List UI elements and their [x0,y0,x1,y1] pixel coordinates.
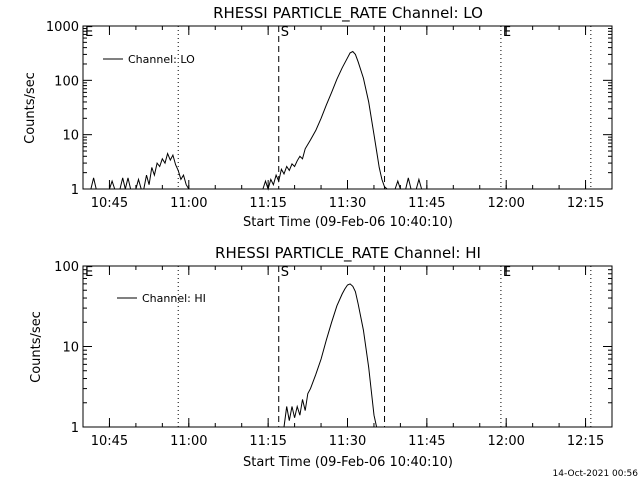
plot-frame-lo [82,25,613,190]
x-tick-label-hi: 12:00 [487,434,524,449]
y-tick-label-hi: 1 [71,421,79,436]
x-axis-label-hi: Start Time (09-Feb-06 10:40:10) [243,455,453,470]
event-marker-label-hi: S [281,265,289,280]
footer-timestamp: 14-Oct-2021 00:56 [553,469,639,479]
x-tick-label-lo: 10:45 [91,196,128,211]
series-line-hi [283,283,378,428]
y-tick-label-lo: 100 [54,74,79,89]
series-line-lo [90,50,423,191]
x-tick-label-hi: 11:15 [249,434,286,449]
y-tick-label-lo: 1 [71,183,79,198]
event-marker-label-lo: E [503,25,511,40]
x-axis-label-lo: Start Time (09-Feb-06 10:40:10) [243,215,453,230]
x-tick-label-hi: 10:45 [91,434,128,449]
x-tick-label-hi: 12:15 [567,434,604,449]
y-axis-label-hi: Counts/sec [29,311,44,383]
x-tick-label-hi: 11:45 [408,434,445,449]
y-tick-label-hi: 10 [62,341,79,356]
plot-frame-hi [82,265,613,428]
x-tick-label-lo: 12:15 [567,196,604,211]
x-tick-label-hi: 11:30 [329,434,366,449]
x-tick-label-lo: 11:00 [170,196,207,211]
y-axis-label-lo: Counts/sec [23,72,38,144]
x-tick-label-hi: 11:00 [170,434,207,449]
x-tick-label-lo: 11:30 [329,196,366,211]
event-marker-label-lo: S [281,25,289,40]
x-tick-label-lo: 11:45 [408,196,445,211]
y-tick-label-lo: 10 [62,129,79,144]
chart-marks: 1 10 100 1000 10:45 11:00 11:15 11:30 11:45 12:00… [46,20,613,449]
x-tick-label-lo: 11:15 [249,196,286,211]
y-tick-label-hi: 100 [54,260,79,275]
event-marker-label-lo: E [85,25,93,40]
event-marker-label-hi: E [503,265,511,280]
legend-label-hi: Channel: HI [142,292,206,305]
chart-title-hi: RHESSI PARTICLE_RATE Channel: HI [215,244,481,263]
legend-label-lo: Channel: LO [128,53,195,66]
event-marker-label-hi: E [85,265,93,280]
chart-title-lo: RHESSI PARTICLE_RATE Channel: LO [213,4,483,23]
x-tick-label-lo: 12:00 [487,196,524,211]
y-tick-label-lo: 1000 [46,20,79,35]
